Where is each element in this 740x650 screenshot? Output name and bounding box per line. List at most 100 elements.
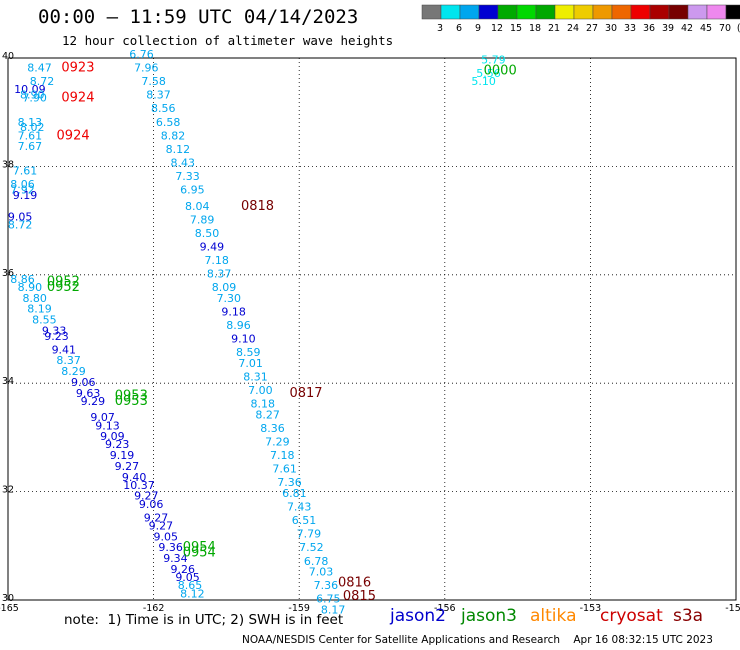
wave-height-value: 9.33 [42,324,67,337]
wave-height-value: 5.56 [476,67,501,80]
wave-height-value: 7.67 [18,140,43,153]
wave-height-value: 8.04 [185,200,210,213]
wave-height-value: 8.06 [10,178,35,191]
wave-height-value: 8.37 [56,354,81,367]
x-tick-label: -165 [0,603,19,614]
wave-height-value: 8.59 [236,346,261,359]
x-tick-label: -156 [434,603,456,614]
wave-height-value: 9.10 [231,333,256,346]
wave-height-value: 9.09 [100,430,125,443]
satellite-jason2: jason2 [390,606,446,626]
wave-height-value: 8.55 [32,314,57,327]
colorbar-label: (ft) [737,23,740,34]
wave-height-value: 9.27 [134,490,159,503]
wave-height-value: 9.40 [122,471,147,484]
wave-height-value: 10.37 [123,479,155,492]
wave-height-value: 7.36 [314,579,339,592]
wave-height-value: 7.61 [18,129,43,142]
wave-height-value: 7.18 [270,449,295,462]
wave-height-value: 7.00 [248,384,273,397]
wave-height-value: 7.92 [10,184,35,197]
wave-height-value: 8.80 [22,292,47,305]
wave-height-value: 8.50 [195,227,220,240]
wave-height-value: 8.13 [18,116,43,129]
wave-height-value: 8.96 [226,319,251,332]
wave-height-value: 9.36 [158,541,183,554]
wave-height-value: 6.95 [180,184,205,197]
wave-height-value: 8.18 [251,398,276,411]
wave-height-value: 8.90 [18,281,43,294]
wave-height-value: 8.90 [20,89,45,102]
x-tick-label: -162 [143,603,165,614]
wave-height-value: 6.58 [156,116,181,129]
wave-height-value: 7.36 [277,476,302,489]
chart-subtitle: 12 hour collection of altimeter wave hei… [62,33,394,48]
wave-height-value: 6.51 [292,514,317,527]
y-tick-label: 36 [2,268,14,279]
wave-height-value: 8.37 [146,89,171,102]
footer-note: note: 1) Time is in UTC; 2) SWH is in fe… [64,612,344,628]
wave-height-value: 9.27 [144,511,169,524]
colorbar-label: 70 [719,23,731,34]
wave-height-value: 9.05 [175,571,200,584]
colorbar-label: 27 [586,23,598,34]
wave-height-value: 8.27 [255,408,280,421]
colorbar-label: 39 [662,23,674,34]
wave-height-value: 7.61 [13,165,38,178]
y-tick-label: 32 [2,485,14,496]
pass-time-label: 0924 [57,128,90,143]
wave-height-value: 9.29 [81,395,106,408]
wave-height-value: 8.72 [8,219,33,232]
y-tick-label: 34 [2,376,14,387]
colorbar-label: 30 [605,23,617,34]
pass-time-label: 0953 [115,394,148,409]
wave-height-value: 9.34 [163,552,188,565]
wave-height-value: 6.76 [129,48,154,61]
wave-height-value: 8.86 [10,273,35,286]
wave-height-value: 8.12 [180,587,205,600]
wave-height-value: 8.09 [212,281,237,294]
wave-height-value: 8.56 [151,102,176,115]
wave-height-value: 5.79 [481,53,506,66]
wave-height-value: 9.19 [13,189,38,202]
wave-height-value: 8.37 [207,268,232,281]
wave-height-value: 9.06 [71,376,96,389]
wave-height-value: 8.72 [30,75,55,88]
colorbar-label: 42 [681,23,693,34]
wave-height-value: 7.03 [309,566,334,579]
wave-height-value: 9.06 [139,498,164,511]
colorbar-label: 21 [548,23,560,34]
wave-height-value: 7.89 [190,213,215,226]
plot-frame [7,57,737,601]
wave-height-value: 9.26 [170,563,195,576]
pass-time-label: 0923 [61,61,94,76]
colorbar-label: 6 [456,23,462,34]
pass-time-label: 0954 [183,546,216,561]
pass-time-label: 0000 [484,63,517,78]
wave-height-value: 9.27 [115,460,140,473]
wave-height-value: 9.49 [200,240,225,253]
x-tick-label: -159 [288,603,310,614]
wave-height-value: 9.27 [149,520,174,533]
x-tick-label: -150 [725,603,740,614]
y-tick-label: 38 [2,159,14,170]
satellite-jason3: jason3 [461,606,517,626]
wave-height-value: 9.41 [52,343,77,356]
footer-credit: NOAA/NESDIS Center for Satellite Applica… [242,634,713,646]
pass-time-label: 0953 [115,388,148,403]
wave-height-value: 7.18 [204,254,229,267]
y-tick-label: 30 [2,593,14,604]
wave-height-value: 9.07 [90,411,115,424]
wave-height-value: 6.75 [316,593,341,606]
colorbar-label: 36 [643,23,655,34]
colorbar-swatch [725,4,740,20]
colorbar-label: 18 [529,23,541,34]
wave-height-value: 7.33 [175,170,200,183]
wave-height-value: 8.12 [166,143,191,156]
pass-time-label: 0816 [338,575,371,590]
satellite-s3a: s3a [673,606,704,626]
pass-time-label: 0952 [47,280,80,295]
x-tick-label: -153 [580,603,602,614]
wave-height-value: 8.82 [161,129,186,142]
